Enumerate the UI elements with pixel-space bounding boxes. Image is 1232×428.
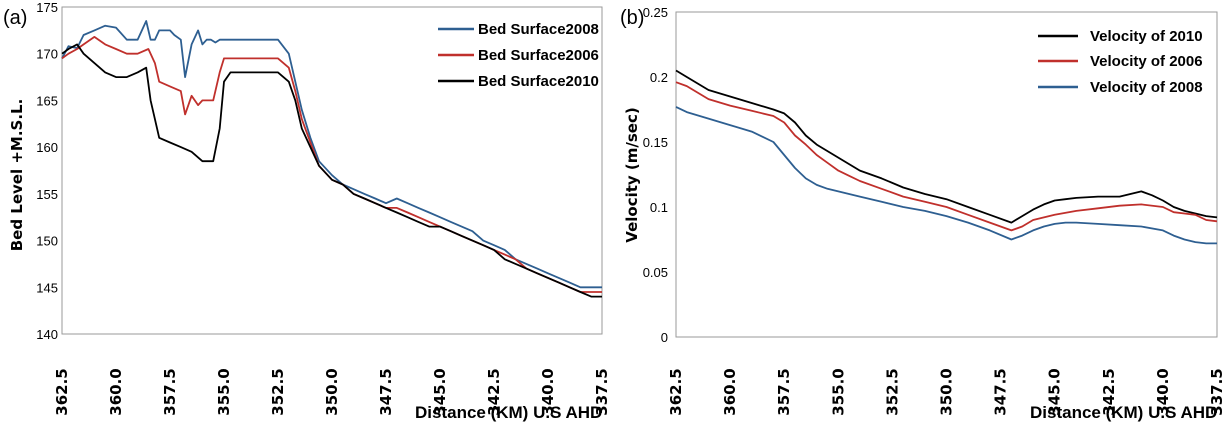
- panel-a-y-tick-label: 175: [36, 0, 58, 15]
- panel-a-y-axis-label: Bed Level +M.S.L.: [8, 99, 26, 252]
- panel-b-y-tick-label: 0: [661, 330, 668, 345]
- panel-b-x-tick-label: 350.0: [938, 368, 956, 415]
- panel-a-y-tick-label: 170: [36, 47, 58, 62]
- panel-a-x-tick-label: 347.5: [377, 368, 395, 415]
- panel-a-x-tick-label: 357.5: [161, 368, 179, 415]
- panel-a-x-tick-label: 350.0: [323, 368, 341, 415]
- panel-a-label: (a): [3, 7, 27, 29]
- legend-label-bed-2006: Bed Surface2006: [478, 47, 599, 64]
- panel-a-x-tick-label: 345.0: [431, 368, 449, 415]
- panel-b-y-ticks: 0 0.05 0.1 0.15 0.2 0.25: [643, 5, 668, 345]
- panel-b-series: [675, 69, 1218, 245]
- panel-a-y-tick-label: 145: [36, 280, 58, 295]
- panel-b-y-axis-label: Velocity (m/sec): [623, 107, 641, 242]
- panel-b-y-tick-label: 0.1: [650, 200, 668, 215]
- panel-a-plot-frame: [61, 6, 603, 335]
- panel-a-x-tick-label: 340.0: [539, 368, 557, 415]
- panel-a-x-tick-label: 362.5: [53, 368, 71, 415]
- panel-b-x-tick-label: 340.0: [1154, 368, 1172, 415]
- legend-label-vel-2008: Velocity of 2008: [1090, 79, 1203, 96]
- panel-b-y-tick-label: 0.25: [643, 5, 668, 20]
- panel-a-x-tick-label: 360.0: [107, 368, 125, 415]
- legend-label-bed-2008: Bed Surface2008: [478, 21, 599, 38]
- panel-b-legend: Velocity of 2010 Velocity of 2006 Veloci…: [1038, 28, 1203, 96]
- legend-label-vel-2006: Velocity of 2006: [1090, 53, 1203, 70]
- legend-label-bed-2010: Bed Surface2010: [478, 73, 599, 90]
- panel-b-y-tick-label: 0.2: [650, 70, 668, 85]
- panel-b-x-tick-label: 360.0: [721, 368, 739, 415]
- panel-a-legend: Bed Surface2008 Bed Surface2006 Bed Surf…: [438, 21, 599, 90]
- panel-a-x-tick-label: 337.5: [593, 368, 611, 415]
- panel-a-y-tick-label: 155: [36, 187, 58, 202]
- panel-b-y-tick-label: 0.15: [643, 135, 668, 150]
- panel-a-series: [61, 20, 602, 298]
- panel-b-x-tick-label: 342.5: [1100, 368, 1118, 415]
- legend-label-vel-2010: Velocity of 2010: [1090, 28, 1203, 45]
- panel-a-x-tick-label: 342.5: [485, 368, 503, 415]
- panel-b-y-tick-label: 0.05: [643, 265, 668, 280]
- panel-a-y-tick-label: 165: [36, 93, 58, 108]
- panel-b-series-line-2: [675, 106, 1217, 245]
- panel-a-x-tick-label: 352.5: [269, 368, 287, 415]
- panel-b-x-axis-label: Distance (KM) U.S AHD: [1030, 403, 1217, 422]
- panel-a-y-tick-label: 150: [36, 234, 58, 249]
- panel-b-x-tick-label: 347.5: [992, 368, 1010, 415]
- panel-b-series-line-1: [675, 81, 1218, 232]
- panel-a-x-tick-label: 355.0: [215, 368, 233, 415]
- panel-b: (b) Velocity (m/sec) Distance (KM) U.S A…: [620, 5, 1226, 422]
- panel-b-series-line-0: [675, 69, 1218, 224]
- panel-a-y-ticks: 140 145 150 155 160 165 170 175: [36, 0, 58, 342]
- panel-b-x-tick-label: 352.5: [883, 368, 901, 415]
- panel-a-series-line-1: [61, 36, 602, 293]
- panel-a-x-axis-label: Distance (KM) U.S AHD: [415, 403, 602, 422]
- panel-b-x-tick-label: 355.0: [829, 368, 847, 415]
- panel-a-x-ticks: 362.5 360.0 357.5 355.0 352.5 350.0 347.5 345.0…: [53, 368, 611, 415]
- panel-a: (a) Bed Level +M.S.L. Distance (KM) U.S …: [3, 0, 611, 422]
- panel-b-x-tick-label: 357.5: [775, 368, 793, 415]
- panel-a-series-line-0: [61, 20, 602, 289]
- panel-a-y-tick-label: 140: [36, 327, 58, 342]
- panel-b-x-ticks: 362.5 360.0 357.5 355.0 352.5 350.0 347.5 345.0…: [667, 368, 1226, 415]
- panel-b-x-tick-label: 362.5: [667, 368, 685, 415]
- panel-a-series-line-2: [61, 43, 602, 298]
- panel-b-label: (b): [620, 7, 644, 29]
- panel-b-x-tick-label: 337.5: [1208, 368, 1226, 415]
- panel-b-x-tick-label: 345.0: [1046, 368, 1064, 415]
- panel-a-y-tick-label: 160: [36, 140, 58, 155]
- panel-b-plot-frame: [675, 11, 1218, 338]
